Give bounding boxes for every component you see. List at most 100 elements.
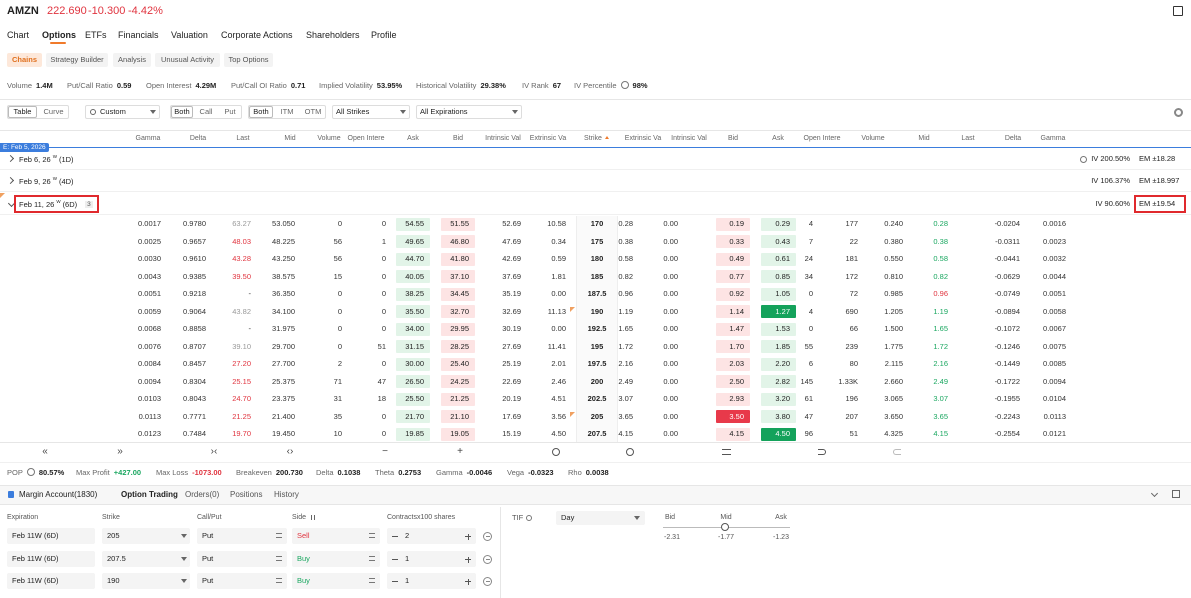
popout-icon[interactable] xyxy=(1172,490,1180,498)
expiration-date[interactable]: Feb 6, 26 xyxy=(19,154,51,164)
chain-cell[interactable]: 2.50 xyxy=(729,376,744,386)
chain-cell[interactable]: 28.25 xyxy=(450,341,469,351)
chain-cell[interactable]: 38.25 xyxy=(405,289,424,298)
leg-strike[interactable]: 205 xyxy=(107,531,120,540)
nav-tab[interactable]: Valuation xyxy=(171,30,208,40)
chain-cell[interactable]: 24.25 xyxy=(450,376,469,386)
leg-expiration[interactable]: Feb 11W (6D) xyxy=(12,554,59,563)
dropdown-label[interactable]: All Strikes xyxy=(336,107,370,116)
leg-type[interactable]: Put xyxy=(202,576,214,585)
chain-cell[interactable]: 34.45 xyxy=(450,289,469,298)
days-to-expiry[interactable]: (1D) xyxy=(58,154,74,164)
leg-quantity[interactable]: 2 xyxy=(405,531,410,540)
chain-cell[interactable]: 29.95 xyxy=(450,324,469,333)
remove-leg[interactable] xyxy=(483,532,492,541)
leg-type[interactable]: Put xyxy=(202,531,214,540)
chain-cell[interactable]: 32.70 xyxy=(450,306,469,316)
chain-cell[interactable]: 0.61 xyxy=(775,254,790,263)
chain-cell[interactable]: 51.55 xyxy=(450,219,469,228)
chain-control[interactable]: ›‹ xyxy=(210,446,218,457)
history-icon[interactable] xyxy=(552,448,560,456)
account-tab[interactable]: Positions xyxy=(230,490,263,499)
nav-tab[interactable]: Profile xyxy=(371,30,397,40)
leg-quantity[interactable]: 1 xyxy=(405,576,410,585)
expiration-date[interactable]: Feb 9, 26 xyxy=(19,176,51,186)
chain-cell[interactable]: 30.00 xyxy=(405,359,424,368)
subnav-label[interactable]: Analysis xyxy=(118,55,146,64)
input-field[interactable] xyxy=(387,528,476,544)
days-to-expiry[interactable]: (6D) xyxy=(62,199,78,209)
chain-control[interactable]: « xyxy=(42,446,48,457)
input-field[interactable] xyxy=(292,528,380,544)
minus-icon[interactable] xyxy=(392,581,398,582)
weekly-tag[interactable]: W xyxy=(52,175,57,181)
plus-icon[interactable] xyxy=(467,533,469,540)
chain-cell[interactable]: 26.50 xyxy=(405,376,424,386)
leg-expiration[interactable]: Feb 11W (6D) xyxy=(12,531,59,540)
leg-side[interactable]: Buy xyxy=(297,576,310,585)
leg-type[interactable]: Put xyxy=(202,554,214,563)
weekly-tag[interactable]: W xyxy=(56,198,61,204)
expiration-label[interactable]: Feb 6, 26 W (1D) xyxy=(19,153,74,165)
chain-cell[interactable]: 19.05 xyxy=(450,429,469,438)
dropdown[interactable] xyxy=(556,511,645,525)
expiration-label[interactable]: Feb 9, 26 W (4D) xyxy=(19,175,74,187)
input-field[interactable] xyxy=(102,528,190,544)
swap-icon[interactable] xyxy=(722,449,731,455)
undo-icon[interactable] xyxy=(818,449,826,455)
input-field[interactable] xyxy=(197,528,287,544)
chain-cell[interactable]: 40.05 xyxy=(405,271,424,281)
input-field[interactable] xyxy=(197,551,287,567)
dropdown[interactable] xyxy=(85,105,160,119)
nav-tab[interactable]: Shareholders xyxy=(306,30,360,40)
chain-cell[interactable]: 37.10 xyxy=(450,271,469,281)
chain-cell[interactable]: 0.33 xyxy=(729,236,744,246)
chain-cell[interactable]: 1.27 xyxy=(775,306,790,316)
chain-cell[interactable]: 0.19 xyxy=(729,219,744,228)
chain-cell[interactable]: 1.05 xyxy=(775,289,790,298)
plus-icon[interactable] xyxy=(467,578,469,585)
account-tab[interactable]: Orders(0) xyxy=(185,490,220,499)
chain-control[interactable]: + xyxy=(457,446,463,457)
chain-cell[interactable]: 2.20 xyxy=(775,359,790,368)
days-to-expiry[interactable]: (4D) xyxy=(58,176,74,186)
redo-icon[interactable] xyxy=(893,449,901,455)
chain-cell[interactable]: 25.50 xyxy=(405,394,424,403)
segment-label[interactable]: Call xyxy=(199,107,213,116)
remove-leg[interactable] xyxy=(483,577,492,586)
expiration-label[interactable]: Feb 11, 26 W (6D) 3 xyxy=(19,198,93,210)
chain-cell[interactable]: 1.70 xyxy=(729,341,744,351)
nav-tab[interactable]: ETFs xyxy=(85,30,107,40)
segment-label[interactable]: Both xyxy=(174,107,190,116)
leg-strike[interactable]: 207.5 xyxy=(107,554,126,563)
chain-cell[interactable]: 0.49 xyxy=(729,254,744,263)
nav-tab[interactable]: Options xyxy=(42,30,76,40)
dropdown-label[interactable]: All Expirations xyxy=(420,107,468,116)
segment-label[interactable]: OTM xyxy=(304,107,322,116)
chain-cell[interactable]: 3.80 xyxy=(775,411,790,421)
account-name[interactable]: Margin Account(1830) xyxy=(19,490,98,499)
chain-control[interactable]: ‹› xyxy=(286,446,294,457)
leg-strike[interactable]: 190 xyxy=(107,576,120,585)
dropdown[interactable] xyxy=(416,105,522,119)
dropdown[interactable] xyxy=(332,105,410,119)
input-field[interactable] xyxy=(7,573,95,589)
account-tab[interactable]: History xyxy=(274,490,299,499)
chain-cell[interactable]: 34.00 xyxy=(405,324,424,333)
leg-side[interactable]: Sell xyxy=(297,531,310,540)
chain-cell[interactable]: 1.47 xyxy=(729,324,744,333)
chain-cell[interactable]: 21.70 xyxy=(405,411,424,421)
history-icon[interactable] xyxy=(626,448,634,456)
price-slider-knob[interactable] xyxy=(721,523,729,531)
leg-expiration[interactable]: Feb 11W (6D) xyxy=(12,576,59,585)
nav-tab[interactable]: Financials xyxy=(118,30,159,40)
chain-cell[interactable]: 1.14 xyxy=(729,306,744,316)
nav-tab[interactable]: Chart xyxy=(7,30,30,40)
input-field[interactable] xyxy=(102,551,190,567)
nav-tab[interactable]: Corporate Actions xyxy=(221,30,293,40)
chain-cell[interactable]: 2.93 xyxy=(729,394,744,403)
chain-cell[interactable]: 44.70 xyxy=(405,254,424,263)
settings-icon[interactable] xyxy=(1174,108,1183,117)
chain-cell[interactable]: 25.40 xyxy=(450,359,469,368)
minus-icon[interactable] xyxy=(392,536,398,537)
